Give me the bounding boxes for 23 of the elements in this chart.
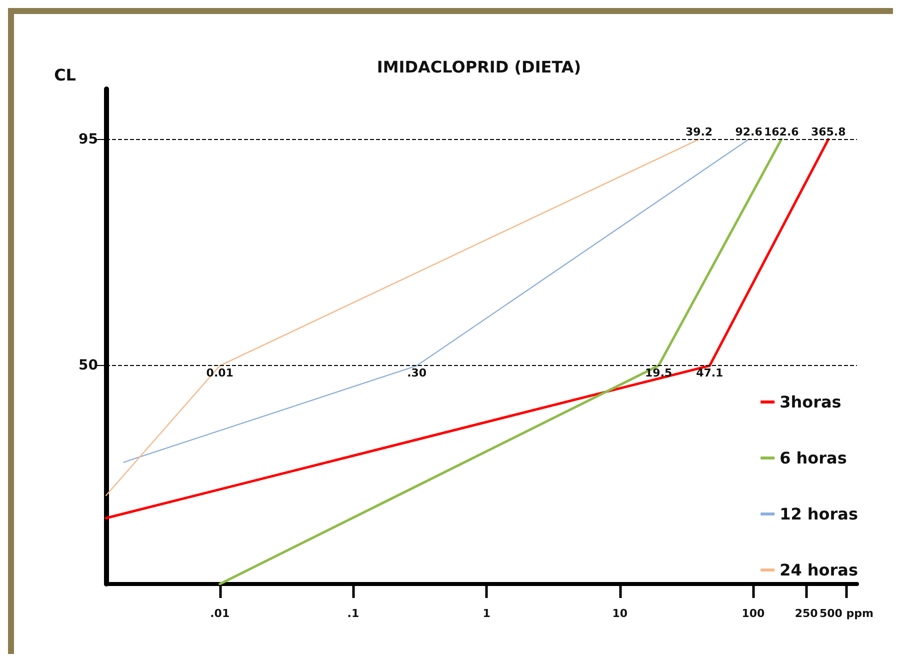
x-tick-label: 500 ppm: [819, 607, 874, 620]
legend-label: 3horas: [780, 392, 842, 412]
legend-label: 6 horas: [780, 448, 847, 468]
x-tick-label: 250: [794, 607, 818, 620]
y-axis-title: CL: [54, 66, 76, 84]
y-tick-label: 50: [78, 358, 98, 374]
annotation: 39.2: [685, 125, 713, 138]
chart-title: IMIDACLOPRID (DIETA): [376, 58, 582, 76]
annotation: 92.6: [735, 125, 763, 138]
y-tick-label: 95: [78, 131, 98, 148]
annotation: 47.1: [696, 366, 724, 380]
annotation: 162.6: [764, 125, 800, 138]
annotation: 365.8: [810, 125, 846, 138]
x-tick-label: .1: [347, 607, 360, 620]
x-tick-label: 10: [612, 607, 628, 620]
x-tick-label: 1: [482, 607, 490, 620]
annotation: 0.01: [206, 366, 234, 380]
annotation: 19.5: [644, 366, 672, 380]
x-tick-label: .01: [210, 607, 230, 620]
legend-label: 24 horas: [780, 560, 858, 580]
annotation: .30: [407, 366, 427, 380]
x-tick-label: 100: [742, 607, 766, 620]
legend-label: 12 horas: [780, 504, 858, 524]
